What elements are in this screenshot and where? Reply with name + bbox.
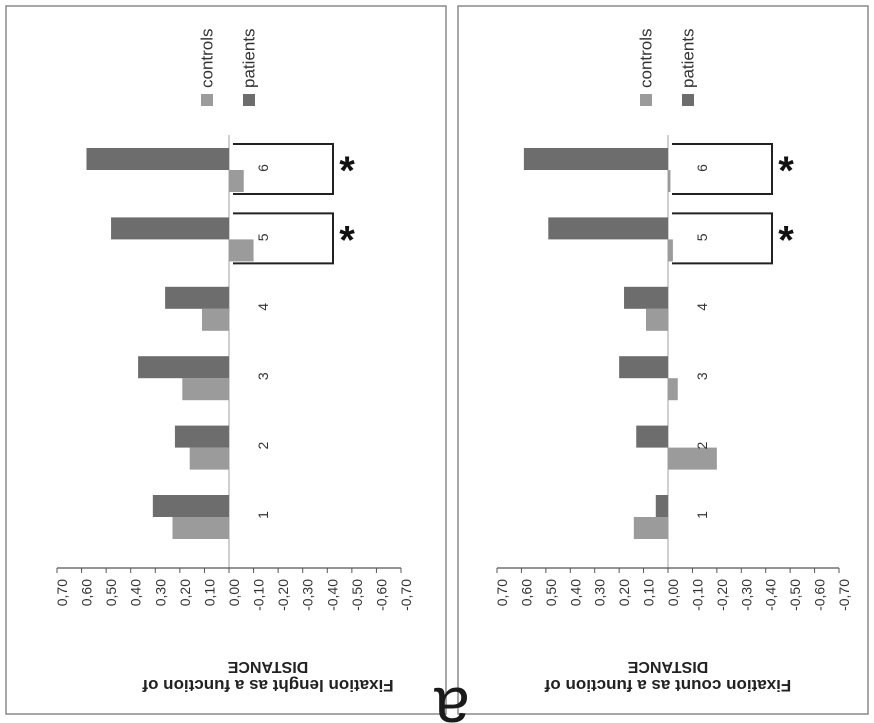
category-label-6: 6 xyxy=(694,164,710,172)
tick-label: 0,00 xyxy=(226,579,242,606)
category-label-1: 1 xyxy=(255,511,271,519)
bar-patients-6 xyxy=(86,148,229,170)
bar-controls-5 xyxy=(229,239,254,262)
tick-label: -0,40 xyxy=(763,579,779,611)
tick-label: -0,70 xyxy=(398,579,414,611)
chart-title-line: DISTANCE xyxy=(227,658,308,675)
tick-label: -0,40 xyxy=(324,579,340,611)
bar-controls-6 xyxy=(668,170,671,192)
bar-controls-3 xyxy=(182,378,229,401)
tick-label: -0,30 xyxy=(300,579,316,611)
tick-label: 0,30 xyxy=(152,579,168,606)
significance-asterisk-6: * xyxy=(778,149,794,193)
significance-asterisk-5: * xyxy=(778,218,794,262)
bar-controls-5 xyxy=(668,239,673,262)
tick-label: 0,60 xyxy=(518,579,534,606)
tick-label: -0,60 xyxy=(812,579,828,611)
tick-label: 0,30 xyxy=(592,579,608,606)
bar-controls-3 xyxy=(668,378,678,401)
legend-swatch-controls xyxy=(640,94,652,106)
bar-controls-1 xyxy=(633,517,668,539)
legend-label-controls: controls xyxy=(637,28,656,88)
bar-controls-6 xyxy=(229,170,244,192)
tick-label: 0,50 xyxy=(543,579,559,606)
tick-label: -0,50 xyxy=(349,579,365,611)
tick-label: 0,70 xyxy=(54,579,70,606)
bar-patients-4 xyxy=(165,286,229,309)
tick-label: -0,10 xyxy=(689,579,705,611)
tick-label: 0,40 xyxy=(128,579,144,606)
significance-asterisk-5: * xyxy=(339,218,355,262)
chart-title-line: Fixation lenght as a function of xyxy=(142,676,394,695)
tick-label: 0,10 xyxy=(201,579,217,606)
bar-controls-4 xyxy=(646,308,668,331)
tick-label: -0,20 xyxy=(714,579,730,611)
tick-label: -0,30 xyxy=(738,579,754,611)
bar-patients-1 xyxy=(655,495,668,517)
tick-label: 0,20 xyxy=(616,579,632,606)
significance-asterisk-6: * xyxy=(339,149,355,193)
legend-label-patients: patients xyxy=(240,28,259,88)
bar-patients-3 xyxy=(138,356,229,379)
panel-frame-fixation-count xyxy=(457,5,869,715)
significance-bracket-6 xyxy=(233,143,334,195)
panel-frame-fixation-length xyxy=(5,5,447,715)
category-label-2: 2 xyxy=(255,441,271,449)
category-label-3: 3 xyxy=(694,372,710,380)
tick-label: 0,00 xyxy=(665,579,681,606)
bar-patients-4 xyxy=(624,286,668,309)
legend-swatch-patients xyxy=(243,94,255,106)
bar-controls-1 xyxy=(172,517,229,539)
bar-patients-2 xyxy=(636,425,668,448)
category-label-4: 4 xyxy=(255,303,271,311)
tick-label: 0,70 xyxy=(494,579,510,606)
significance-bracket-6 xyxy=(672,143,773,195)
tick-label: 0,40 xyxy=(567,579,583,606)
chart-fixation-length: 0,70 0,60 0,50 0,40 0,30 0,20 0,10 0,00 -0,10 -0,… xyxy=(54,28,414,695)
tick-label: -0,60 xyxy=(373,579,389,611)
bar-controls-2 xyxy=(189,447,229,470)
category-label-5: 5 xyxy=(255,233,271,241)
category-label-3: 3 xyxy=(255,372,271,380)
tick-label: -0,20 xyxy=(275,579,291,611)
significance-bracket-5 xyxy=(672,212,773,265)
category-label-6: 6 xyxy=(255,164,271,172)
tick-label: 0,10 xyxy=(641,579,657,606)
legend-label-controls: controls xyxy=(198,28,217,88)
tick-label: 0,60 xyxy=(79,579,95,606)
category-label-4: 4 xyxy=(694,303,710,311)
tick-label: 0,20 xyxy=(177,579,193,606)
bar-patients-5 xyxy=(548,217,668,240)
tick-label: 0,50 xyxy=(103,579,119,606)
bar-patients-1 xyxy=(152,495,229,517)
bar-patients-5 xyxy=(111,217,229,240)
bar-patients-6 xyxy=(523,148,668,170)
tick-label: -0,50 xyxy=(787,579,803,611)
bar-controls-2 xyxy=(668,447,717,470)
chart-title-line: Fixation count as a function of xyxy=(544,676,791,695)
bar-controls-4 xyxy=(201,308,229,331)
legend-label-patients: patients xyxy=(679,28,698,88)
chart-title-line: DISTANCE xyxy=(627,658,708,675)
tick-label: -0,10 xyxy=(251,579,267,611)
significance-bracket-5 xyxy=(233,212,334,265)
figure-letter: a xyxy=(434,674,470,723)
tick-label: -0,70 xyxy=(836,579,852,611)
category-label-2: 2 xyxy=(694,441,710,449)
category-label-1: 1 xyxy=(694,511,710,519)
bar-patients-3 xyxy=(619,356,668,379)
legend-swatch-patients xyxy=(682,94,694,106)
category-label-5: 5 xyxy=(694,233,710,241)
bar-patients-2 xyxy=(174,425,229,448)
legend-swatch-controls xyxy=(201,94,213,106)
chart-fixation-count: 0,70 0,60 0,50 0,40 0,30 0,20 0,10 0,00 -0,10 -0,… xyxy=(494,28,852,695)
